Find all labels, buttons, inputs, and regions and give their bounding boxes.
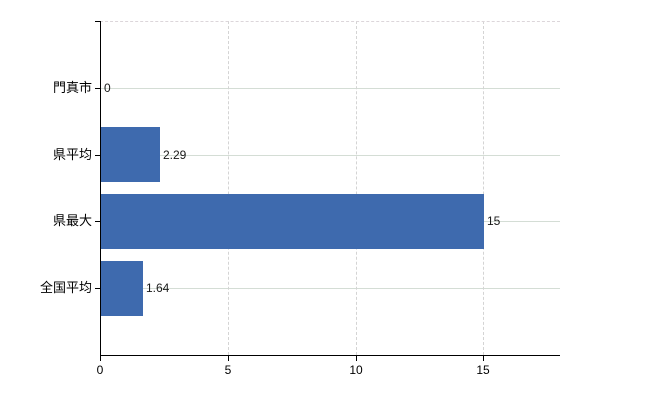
x-tick-label: 5 bbox=[224, 363, 232, 377]
value-label: 1.64 bbox=[146, 281, 170, 295]
x-tick bbox=[356, 355, 357, 361]
y-tick bbox=[95, 88, 100, 89]
x-tick bbox=[483, 355, 484, 361]
value-label: 0 bbox=[104, 81, 111, 95]
bar bbox=[101, 127, 160, 182]
bar bbox=[101, 261, 143, 316]
category-gridline bbox=[100, 88, 560, 89]
value-gridline bbox=[356, 21, 357, 355]
y-axis-line bbox=[100, 21, 101, 361]
value-gridline bbox=[483, 21, 484, 355]
value-label: 2.29 bbox=[163, 148, 187, 162]
value-gridline bbox=[228, 21, 229, 355]
x-tick-label: 15 bbox=[476, 363, 490, 377]
value-label: 15 bbox=[487, 214, 501, 228]
plot-top-border bbox=[100, 21, 560, 22]
category-gridline bbox=[100, 155, 560, 156]
y-tick bbox=[95, 155, 100, 156]
y-tick bbox=[95, 221, 100, 222]
category-label: 県平均 bbox=[52, 147, 92, 162]
category-label: 県最大 bbox=[52, 213, 92, 228]
y-axis-top-tick bbox=[95, 21, 100, 22]
category-label: 門真市 bbox=[52, 80, 92, 95]
category-gridline bbox=[100, 288, 560, 289]
x-tick-label: 0 bbox=[96, 363, 104, 377]
category-label: 全国平均 bbox=[39, 280, 92, 295]
x-tick bbox=[228, 355, 229, 361]
bar bbox=[101, 194, 484, 249]
x-axis-line bbox=[100, 355, 560, 356]
x-tick-label: 10 bbox=[349, 363, 363, 377]
y-tick bbox=[95, 288, 100, 289]
